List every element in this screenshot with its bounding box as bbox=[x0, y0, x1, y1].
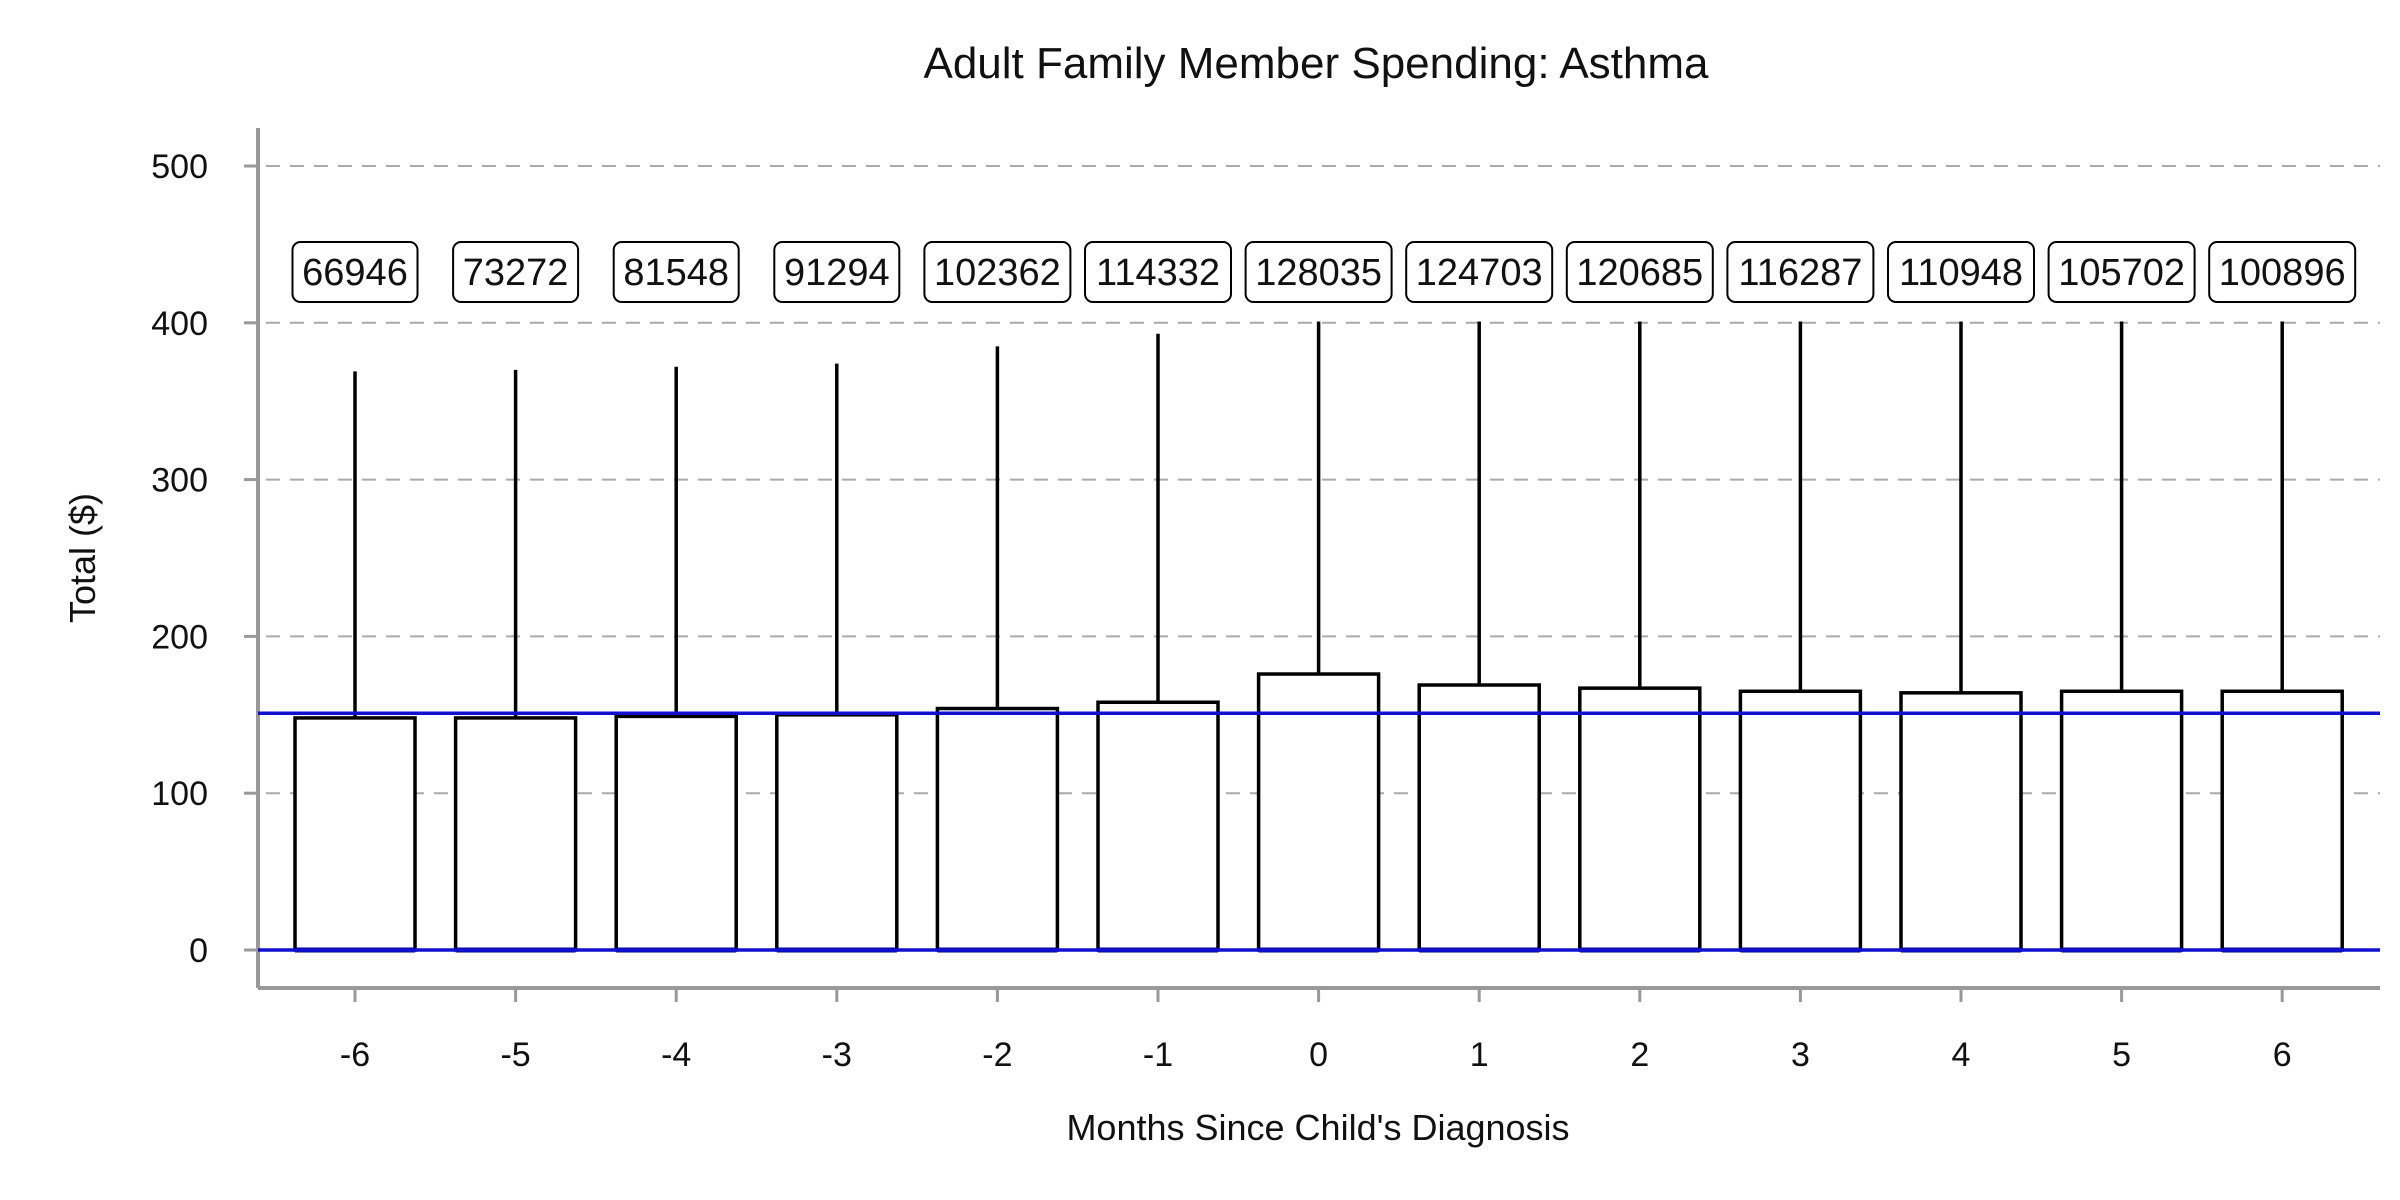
count-box bbox=[291, 241, 419, 303]
x-tick-label: -5 bbox=[500, 1036, 530, 1074]
count-label: 116287 bbox=[1738, 252, 1862, 294]
box bbox=[1417, 683, 1541, 952]
count-label-group: 102362 bbox=[923, 241, 1072, 303]
y-tick-label: 500 bbox=[151, 148, 208, 186]
count-label: 124703 bbox=[1416, 252, 1543, 294]
x-tick-label: 6 bbox=[2273, 1036, 2292, 1074]
x-tick-label: 4 bbox=[1952, 1036, 1971, 1074]
y-ticks: 0 100 200 300 400 500 bbox=[151, 148, 258, 970]
reference-lines bbox=[258, 711, 2380, 952]
y-tick-label: 0 bbox=[189, 932, 208, 970]
x-tick-label: 2 bbox=[1630, 1036, 1649, 1074]
y-tick-label: 100 bbox=[151, 775, 208, 813]
count-label: 66946 bbox=[302, 252, 408, 294]
count-label-group: 110948 bbox=[1887, 241, 2035, 303]
count-box bbox=[1084, 241, 1232, 303]
count-label: 114332 bbox=[1096, 252, 1220, 294]
count-label-group: 120685 bbox=[1565, 241, 1714, 303]
count-box bbox=[2047, 241, 2196, 303]
y-tick-label: 400 bbox=[151, 305, 208, 343]
box bbox=[1738, 689, 1863, 952]
box bbox=[453, 716, 578, 952]
count-label-group: 100896 bbox=[2208, 241, 2357, 303]
count-box bbox=[1405, 241, 1554, 303]
count-label: 105702 bbox=[2058, 252, 2185, 294]
count-label-group: 116287 bbox=[1726, 241, 1875, 303]
y-tick-label: 200 bbox=[151, 618, 208, 656]
x-tick-label: -3 bbox=[822, 1036, 852, 1074]
box bbox=[614, 714, 738, 952]
count-box bbox=[1565, 241, 1714, 303]
box bbox=[775, 713, 899, 952]
count-label: 91294 bbox=[784, 252, 890, 294]
box bbox=[293, 716, 417, 952]
count-label-group: 124703 bbox=[1405, 241, 1554, 303]
x-tick-label: -1 bbox=[1143, 1036, 1173, 1074]
box bbox=[2059, 689, 2184, 952]
count-box bbox=[452, 241, 580, 303]
box bbox=[1899, 691, 2023, 952]
count-label: 110948 bbox=[1899, 252, 2023, 294]
count-label: 120685 bbox=[1576, 252, 1703, 294]
box bbox=[1096, 700, 1220, 952]
box bbox=[1256, 672, 1381, 952]
count-box bbox=[2208, 241, 2357, 303]
count-label: 102362 bbox=[934, 252, 1061, 294]
x-tick-label: 1 bbox=[1470, 1036, 1489, 1074]
y-axis-label: Total ($) bbox=[62, 493, 103, 623]
y-tick-label: 300 bbox=[151, 462, 208, 500]
count-label-group: 81548 bbox=[612, 241, 740, 303]
count-label-group: 114332 bbox=[1084, 241, 1232, 303]
count-label-group: 128035 bbox=[1244, 241, 1393, 303]
x-axis-label: Months Since Child's Diagnosis bbox=[1066, 1107, 1569, 1148]
x-ticks: -6 -5 -4 -3 -2 -1 0 1 2 3 4 5 6 bbox=[340, 988, 2292, 1074]
count-label: 81548 bbox=[623, 252, 729, 294]
count-label-group: 105702 bbox=[2047, 241, 2196, 303]
count-labels: 66946 73272 81548 91294 102362 114332 128035 12… bbox=[291, 241, 2357, 303]
x-tick-label: 3 bbox=[1791, 1036, 1810, 1074]
count-box bbox=[1726, 241, 1875, 303]
chart-title: Adult Family Member Spending: Asthma bbox=[923, 39, 1709, 88]
x-tick-label: -4 bbox=[661, 1036, 691, 1074]
count-label-group: 91294 bbox=[773, 241, 901, 303]
box bbox=[1578, 686, 1702, 952]
count-box bbox=[773, 241, 901, 303]
count-box bbox=[923, 241, 1072, 303]
x-tick-label: -6 bbox=[340, 1036, 370, 1074]
count-box bbox=[1887, 241, 2035, 303]
x-tick-label: -2 bbox=[982, 1036, 1012, 1074]
box bbox=[2220, 689, 2344, 952]
x-tick-label: 0 bbox=[1309, 1036, 1328, 1074]
box bbox=[935, 706, 1060, 952]
count-label-group: 66946 bbox=[291, 241, 419, 303]
count-label-group: 73272 bbox=[452, 241, 580, 303]
count-label: 128035 bbox=[1255, 252, 1382, 294]
count-label: 73272 bbox=[463, 252, 569, 294]
x-tick-label: 5 bbox=[2112, 1036, 2131, 1074]
count-box bbox=[1244, 241, 1393, 303]
count-box bbox=[612, 241, 740, 303]
count-label: 100896 bbox=[2219, 252, 2346, 294]
